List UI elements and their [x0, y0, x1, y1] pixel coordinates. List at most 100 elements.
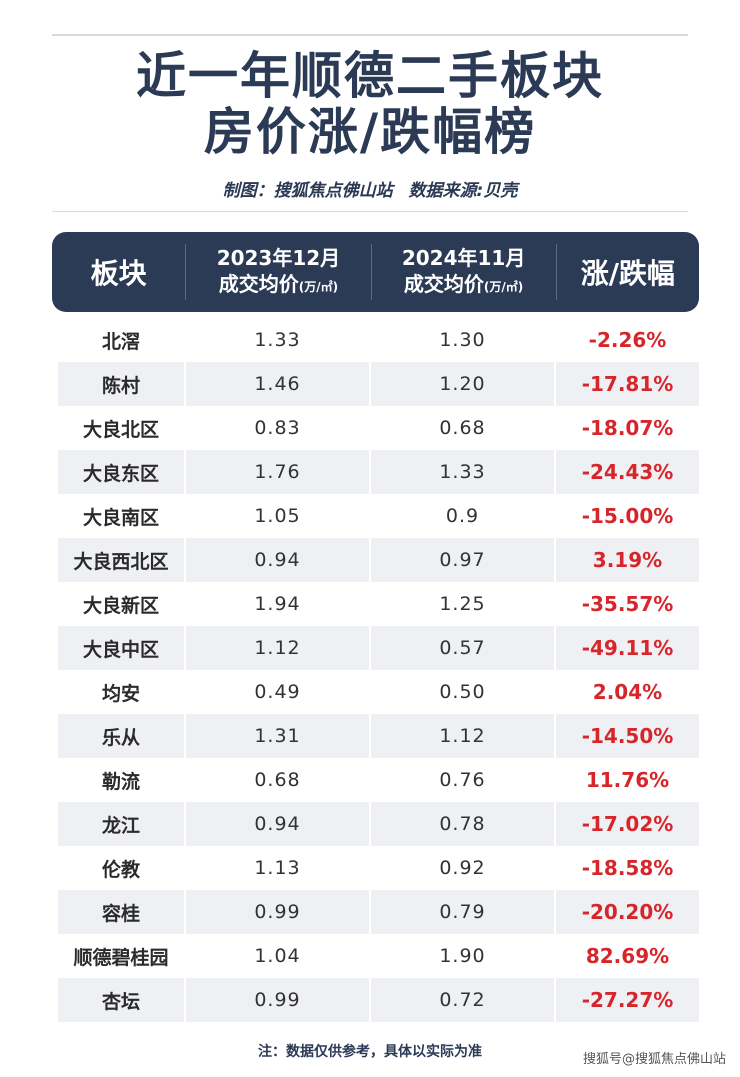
header-price-2024-label: 成交均价(万/㎡): [403, 271, 524, 296]
table-row: 陈村 1.46 1.20 -17.81%: [58, 362, 699, 406]
district-cell: 大良西北区: [58, 538, 186, 582]
price-2023-cell: 0.99: [186, 978, 371, 1022]
header-separator: [555, 244, 557, 300]
price-2024-cell: 1.12: [371, 714, 556, 758]
district-cell: 勒流: [58, 758, 186, 802]
district-cell: 大良北区: [58, 406, 186, 450]
district-cell: 大良东区: [58, 450, 186, 494]
mid-divider: [52, 211, 688, 212]
header-change: 涨/跌幅: [580, 257, 675, 290]
footnote: 注：数据仅供参考，具体以实际为准: [258, 1044, 482, 1060]
header-separator: [185, 244, 187, 300]
district-cell: 杏坛: [58, 978, 186, 1022]
change-cell: -18.07%: [581, 416, 674, 440]
district-cell: 大良新区: [58, 582, 186, 626]
page-title-line2: 房价涨/跌幅榜: [203, 103, 537, 161]
change-cell: -20.20%: [556, 890, 699, 934]
price-2023-cell: 0.99: [186, 890, 371, 934]
change-cell: 11.76%: [585, 768, 670, 792]
change-cell: -14.50%: [556, 714, 699, 758]
change-cell: -2.26%: [588, 328, 667, 352]
change-cell: -35.57%: [581, 592, 674, 616]
price-2024-cell: 0.57: [371, 626, 556, 670]
header-price-2023-label: 成交均价(万/㎡): [218, 271, 339, 296]
table-row: 大良东区 1.76 1.33 -24.43%: [58, 450, 699, 494]
price-2023-cell: 0.94: [186, 538, 371, 582]
table-row: 大良北区 0.83 0.68 -18.07%: [58, 406, 699, 450]
header-price-2024: 2024年11月 成交均价(万/㎡): [372, 245, 556, 300]
change-cell: -17.02%: [556, 802, 699, 846]
price-2024-cell: 1.25: [371, 582, 556, 626]
header-district: 板块: [90, 257, 147, 290]
price-2024-cell: 0.76: [371, 758, 556, 802]
change-cell: -49.11%: [556, 626, 699, 670]
table-row: 顺德碧桂园 1.04 1.90 82.69%: [58, 934, 699, 978]
page-title-line1: 近一年顺德二手板块: [136, 47, 604, 105]
change-cell: -17.81%: [556, 362, 699, 406]
district-cell: 顺德碧桂园: [58, 934, 186, 978]
change-cell: -15.00%: [581, 504, 674, 528]
top-divider: [52, 34, 688, 36]
table-row: 北滘 1.33 1.30 -2.26%: [58, 318, 699, 362]
price-2023-cell: 0.94: [186, 802, 371, 846]
price-2024-cell: 1.33: [371, 450, 556, 494]
price-2024-cell: 0.78: [371, 802, 556, 846]
district-cell: 陈村: [58, 362, 186, 406]
table-row: 杏坛 0.99 0.72 -27.27%: [58, 978, 699, 1022]
price-2024-cell: 0.9: [371, 494, 556, 538]
district-cell: 龙江: [58, 802, 186, 846]
price-2023-cell: 0.83: [186, 406, 371, 450]
change-cell: -24.43%: [556, 450, 699, 494]
table-row: 均安 0.49 0.50 2.04%: [58, 670, 699, 714]
district-cell: 大良中区: [58, 626, 186, 670]
header-price-2023-date: 2023年12月: [216, 245, 341, 270]
table-row: 大良西北区 0.94 0.97 3.19%: [58, 538, 699, 582]
table-row: 龙江 0.94 0.78 -17.02%: [58, 802, 699, 846]
price-2023-cell: 1.13: [186, 846, 371, 890]
price-2023-cell: 1.33: [186, 318, 371, 362]
credit-author: 制图：搜狐焦点佛山站: [222, 181, 393, 201]
price-2024-cell: 0.97: [371, 538, 556, 582]
price-2024-cell: 1.30: [371, 318, 556, 362]
price-2024-cell: 0.92: [371, 846, 556, 890]
table-row: 勒流 0.68 0.76 11.76%: [58, 758, 699, 802]
header-separator: [370, 244, 372, 300]
price-2023-cell: 1.94: [186, 582, 371, 626]
price-2023-cell: 1.04: [186, 934, 371, 978]
price-2023-cell: 0.49: [186, 670, 371, 714]
table-row: 大良中区 1.12 0.57 -49.11%: [58, 626, 699, 670]
price-2024-cell: 0.79: [371, 890, 556, 934]
credit-line: 制图：搜狐焦点佛山站 数据来源:贝壳: [0, 176, 740, 201]
district-cell: 北滘: [58, 318, 186, 362]
header-price-2024-date: 2024年11月: [401, 245, 526, 270]
price-2024-cell: 1.90: [371, 934, 556, 978]
district-cell: 伦教: [58, 846, 186, 890]
price-table: 北滘 1.33 1.30 -2.26% 陈村 1.46 1.20 -17.81% 大良北区 0.8…: [58, 318, 699, 1022]
header-price-2023-unit: (万/㎡): [298, 279, 339, 294]
district-cell: 容桂: [58, 890, 186, 934]
change-cell: 82.69%: [585, 944, 670, 968]
price-2024-cell: 0.68: [371, 406, 556, 450]
price-2023-cell: 1.76: [186, 450, 371, 494]
price-2023-cell: 1.46: [186, 362, 371, 406]
change-cell: 3.19%: [556, 538, 699, 582]
watermark-text: 搜狐号@搜狐焦点佛山站: [582, 1052, 726, 1067]
credit-source: 数据来源:贝壳: [408, 181, 518, 201]
table-row: 大良新区 1.94 1.25 -35.57%: [58, 582, 699, 626]
change-cell: -27.27%: [556, 978, 699, 1022]
price-2023-cell: 1.05: [186, 494, 371, 538]
change-cell: -18.58%: [581, 856, 674, 880]
price-2023-cell: 1.12: [186, 626, 371, 670]
table-row: 容桂 0.99 0.79 -20.20%: [58, 890, 699, 934]
district-cell: 乐从: [58, 714, 186, 758]
district-cell: 均安: [58, 670, 186, 714]
price-2023-cell: 1.31: [186, 714, 371, 758]
price-2024-cell: 1.20: [371, 362, 556, 406]
change-cell: 2.04%: [592, 680, 663, 704]
price-2023-cell: 0.68: [186, 758, 371, 802]
header-price-2024-unit: (万/㎡): [483, 279, 524, 294]
table-header: 板块 2023年12月 成交均价(万/㎡) 2024年11月 成交均价(万/㎡)…: [52, 232, 699, 312]
table-row: 伦教 1.13 0.92 -18.58%: [58, 846, 699, 890]
price-2024-cell: 0.72: [371, 978, 556, 1022]
district-cell: 大良南区: [58, 494, 186, 538]
